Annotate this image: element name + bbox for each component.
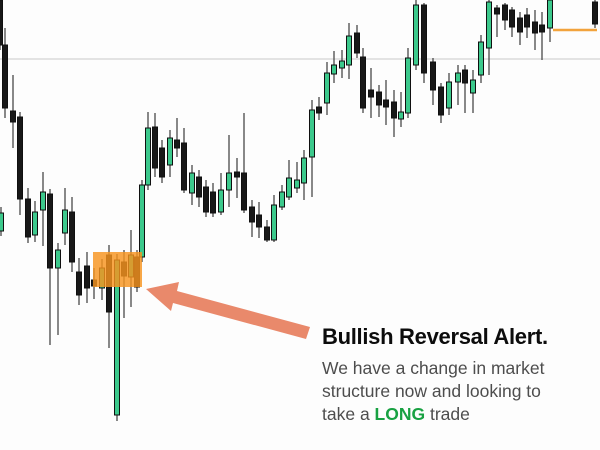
bullish-candle xyxy=(40,191,46,211)
bearish-candle xyxy=(430,61,436,91)
bearish-candle xyxy=(25,198,31,238)
bullish-candle xyxy=(331,64,337,75)
reversal-zone-highlight xyxy=(93,252,142,287)
bearish-candle xyxy=(391,101,397,119)
bullish-candle xyxy=(301,157,307,184)
bullish-candle xyxy=(346,35,352,66)
bullish-candle xyxy=(218,189,224,213)
bearish-candle xyxy=(532,21,538,34)
bearish-candle xyxy=(10,110,16,123)
bearish-candle xyxy=(249,206,255,223)
bullish-candle xyxy=(189,172,195,194)
bearish-candle xyxy=(509,9,515,28)
bullish-candle xyxy=(226,172,232,191)
bullish-candle xyxy=(486,1,492,49)
bullish-candle xyxy=(470,79,476,94)
bullish-candle xyxy=(405,57,411,114)
bearish-candle xyxy=(241,172,247,211)
bearish-candle xyxy=(196,176,202,198)
bullish-candle xyxy=(413,4,419,66)
bullish-candle xyxy=(478,41,484,76)
bullish-candle xyxy=(62,209,68,234)
bearish-candle xyxy=(517,17,523,33)
bearish-candle xyxy=(47,193,53,269)
bullish-candle xyxy=(324,72,330,104)
bearish-candle xyxy=(368,89,374,98)
bearish-candle xyxy=(159,147,165,178)
bearish-candle xyxy=(210,191,216,214)
bullish-candle xyxy=(271,204,277,241)
annotation-arrow-icon xyxy=(146,282,310,339)
bearish-candle xyxy=(174,139,180,149)
bullish-candle xyxy=(339,60,345,69)
bearish-candle xyxy=(69,211,75,263)
bearish-candle xyxy=(181,142,187,191)
bearish-candle xyxy=(264,226,270,241)
bearish-candle xyxy=(376,91,382,106)
bearish-candle xyxy=(84,265,90,289)
bullish-candle xyxy=(279,191,285,208)
bullish-candle xyxy=(455,72,461,83)
bullish-candle xyxy=(446,81,452,109)
bullish-candle xyxy=(286,177,292,198)
bearish-candle xyxy=(2,44,8,109)
bullish-reversal-callout: Bullish Reversal Alert. We have a change… xyxy=(322,324,592,426)
callout-line3-post: trade xyxy=(425,404,470,424)
bullish-candle xyxy=(32,211,38,236)
bearish-candle xyxy=(592,1,598,25)
callout-title: Bullish Reversal Alert. xyxy=(322,324,548,349)
bearish-candle xyxy=(354,32,360,54)
bearish-candle xyxy=(539,24,545,33)
bearish-candle xyxy=(234,171,240,178)
bearish-candle xyxy=(462,69,468,84)
callout-line1: We have a change in market xyxy=(322,358,545,378)
bearish-candle xyxy=(203,186,209,213)
bearish-candle xyxy=(494,7,500,15)
bearish-candle xyxy=(152,126,158,169)
bullish-candle xyxy=(0,212,4,232)
callout-line2: structure now and looking to xyxy=(322,381,541,401)
bearish-candle xyxy=(256,214,262,228)
bullish-candle xyxy=(294,179,300,189)
bearish-candle xyxy=(502,4,508,21)
bullish-candle xyxy=(309,109,315,158)
bullish-candle xyxy=(145,127,151,186)
bearish-candle xyxy=(0,0,3,46)
bearish-candle xyxy=(383,99,389,108)
bullish-candle xyxy=(547,0,553,29)
bearish-candle xyxy=(524,14,530,28)
bullish-candle xyxy=(139,184,145,258)
bearish-candle xyxy=(17,116,23,200)
bullish-candle xyxy=(398,111,404,120)
bearish-candle xyxy=(421,4,427,74)
callout-keyword-long: LONG xyxy=(374,404,426,424)
bearish-candle xyxy=(438,86,444,116)
callout-body: We have a change in market structure now… xyxy=(322,357,592,426)
bullish-candle xyxy=(167,137,173,166)
bullish-candle xyxy=(55,249,61,269)
bearish-candle xyxy=(316,106,322,114)
callout-line3-pre: take a xyxy=(322,404,375,424)
bearish-candle xyxy=(76,271,82,296)
bearish-candle xyxy=(360,56,366,109)
